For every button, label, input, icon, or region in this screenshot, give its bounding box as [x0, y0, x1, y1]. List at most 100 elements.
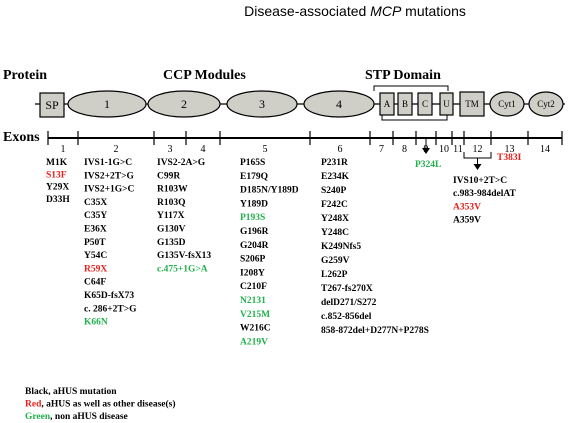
mutation-label: G204R: [240, 241, 269, 251]
legend-color-word: Red: [25, 400, 42, 410]
exon-number: 11: [453, 144, 463, 155]
svg-text:4: 4: [336, 97, 342, 111]
mutation-label: IVS10+2T>C: [453, 176, 507, 186]
exon-number: 13: [505, 144, 515, 155]
svg-text:1: 1: [104, 97, 110, 111]
mutation-label: T267-fs270X: [321, 284, 373, 294]
domain-stp-c: C: [417, 92, 433, 116]
mutation-label: C210F: [240, 282, 267, 292]
mutation-label: P231R: [321, 158, 348, 168]
mutation-label: D33H: [46, 195, 70, 205]
exon-boundaries: [47, 131, 563, 145]
stp-bracket: [373, 85, 449, 91]
stp-bottom-bracket: [381, 115, 448, 121]
domain-cyt2: Cyt2: [528, 91, 564, 117]
exon-number: 14: [540, 144, 550, 155]
legend-description: , aHUS mutation: [48, 387, 117, 397]
exon-number: 12: [473, 144, 483, 155]
mutation-label: Y248X: [321, 214, 349, 224]
exon-number: 2: [114, 144, 119, 155]
protein-label: Protein: [3, 68, 47, 83]
mutation-label: P324L: [415, 160, 441, 170]
mutation-label: P165S: [240, 158, 265, 168]
mutation-label: N2131: [240, 296, 266, 306]
page-title: Disease-associated MCP mutations: [244, 3, 466, 19]
mutation-label: E234K: [321, 172, 350, 182]
svg-text:TM: TM: [465, 99, 479, 109]
exon11-12-bracket-arrow: [463, 152, 492, 170]
mutation-label: S13F: [46, 170, 67, 180]
legend-color-word: Green: [25, 412, 51, 422]
exon-number: 4: [201, 144, 206, 155]
mutation-label: A219V: [240, 337, 268, 347]
mutation-label: G135V-fsX13: [157, 251, 211, 261]
mutation-label: C64F: [84, 278, 106, 288]
mutation-label: C35X: [84, 198, 107, 208]
legend-entry: Red, aHUS as well as other disease(s): [25, 399, 176, 410]
mutation-label: L262P: [321, 270, 348, 280]
mutation-label: M1K: [46, 158, 68, 168]
mutation-label: V215M: [240, 310, 270, 320]
svg-text:SP: SP: [45, 98, 59, 112]
mutation-label: IVS2+2T>G: [84, 171, 135, 181]
legend-entry: Green, non aHUS disease: [25, 412, 128, 422]
domain-stp-b: B: [397, 92, 413, 116]
domain-ccp2: 2: [147, 90, 221, 118]
exon-number: 7: [379, 144, 384, 155]
mutation-label: Y54C: [84, 251, 107, 261]
mutation-label: P50T: [84, 238, 106, 248]
mutation-label: S206P: [240, 255, 266, 265]
mutation-label: R59X: [84, 264, 107, 274]
svg-text:Cyt1: Cyt1: [498, 99, 516, 109]
legend-description: , non aHUS disease: [50, 412, 128, 422]
mutation-label: E36X: [84, 225, 107, 235]
mutation-label: Y248C: [321, 228, 349, 238]
mutation-label: c.852-856del: [321, 312, 372, 322]
exon-number: 1: [61, 144, 66, 155]
domain-ccp3: 3: [226, 90, 298, 118]
domain-u: U: [439, 92, 454, 116]
mutation-label: G259V: [321, 256, 350, 266]
mutation-label: D185N/Y189D: [240, 186, 299, 196]
mutation-label: Y117X: [157, 211, 185, 221]
mutation-label: 858-872del+D277N+P278S: [321, 326, 429, 336]
exon-number: 5: [263, 144, 268, 155]
mutation-label: T383I: [497, 153, 522, 163]
mutation-label: E179Q: [240, 172, 268, 182]
exon9-arrow: [422, 139, 430, 154]
mutation-label: G196R: [240, 227, 269, 237]
mutation-label: P193S: [240, 213, 265, 223]
svg-text:2: 2: [181, 97, 187, 111]
mutation-label: IVS1-1G>C: [84, 158, 132, 168]
domain-stp-a: A: [379, 92, 395, 116]
mutation-label: A353V: [453, 202, 481, 212]
exon-numbers: 1234567891011121314: [61, 144, 551, 155]
mutation-label: K65D-fsX73: [84, 291, 134, 301]
svg-text:3: 3: [259, 97, 265, 111]
mutation-label: K249Nfs5: [321, 242, 361, 252]
domain-tm: TM: [459, 91, 485, 117]
mutation-label: c.475+1G>A: [157, 264, 208, 274]
domain-ccp1: 1: [67, 90, 147, 118]
color-legend: Black, aHUS mutation Red, aHUS as well as…: [25, 387, 176, 422]
mutation-label: G135D: [157, 238, 186, 248]
stp-domain-label: STP Domain: [365, 68, 441, 83]
mutation-label: I208Y: [240, 268, 265, 278]
legend-description: , aHUS as well as other disease(s): [41, 399, 175, 410]
legend-entry: Black, aHUS mutation: [25, 387, 117, 397]
svg-text:Cyt2: Cyt2: [537, 99, 555, 109]
exon-number: 10: [439, 144, 449, 155]
domain-cyt1: Cyt1: [489, 91, 525, 117]
mutation-label: Y189D: [240, 199, 268, 209]
mutation-label: F242C: [321, 200, 348, 210]
svg-text:U: U: [443, 99, 450, 109]
mutation-label: R103W: [157, 185, 188, 195]
mutation-label: delD271/S272: [321, 298, 377, 308]
domain-ccp4: 4: [303, 90, 375, 118]
legend-color-word: Black: [25, 387, 49, 397]
exons-label: Exons: [3, 130, 40, 145]
mutation-label: C99R: [157, 171, 180, 181]
mutation-label: G130V: [157, 225, 186, 235]
